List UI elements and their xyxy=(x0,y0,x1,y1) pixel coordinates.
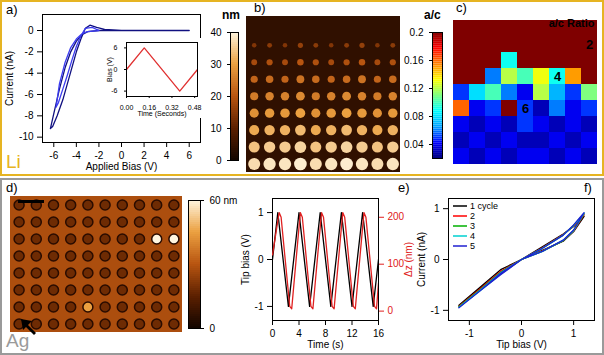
svg-text:0.16: 0.16 xyxy=(142,104,156,112)
svg-text:6: 6 xyxy=(114,44,118,51)
svg-text:-10: -10 xyxy=(19,131,34,142)
html-text:nm: nm xyxy=(222,8,240,22)
svg-text:8: 8 xyxy=(323,328,329,339)
html-text:f): f) xyxy=(584,180,592,195)
svg-text:0.16: 0.16 xyxy=(404,55,424,66)
html-text:1 cycle: 1 cycle xyxy=(470,201,498,211)
svg-text:Δz (nm): Δz (nm) xyxy=(403,242,414,277)
svg-text:Time (Seconds): Time (Seconds) xyxy=(137,110,186,118)
svg-text:100: 100 xyxy=(387,258,405,270)
svg-text:6: 6 xyxy=(186,150,192,161)
svg-text:a/c Ratio: a/c Ratio xyxy=(549,17,595,29)
svg-text:1: 1 xyxy=(258,207,264,218)
svg-text:-4: -4 xyxy=(25,67,34,78)
svg-text:0: 0 xyxy=(434,254,440,265)
svg-text:-1: -1 xyxy=(431,305,440,316)
svg-text:0.32: 0.32 xyxy=(165,104,179,112)
svg-text:20: 20 xyxy=(210,91,222,102)
svg-text:2: 2 xyxy=(141,150,147,161)
svg-text:Current (nA): Current (nA) xyxy=(4,51,15,106)
html-text:4: 4 xyxy=(470,231,475,241)
svg-text:Time (s): Time (s) xyxy=(307,339,343,350)
svg-text:Tip bias (V): Tip bias (V) xyxy=(496,339,547,350)
svg-text:0: 0 xyxy=(119,150,125,161)
svg-text:-6: -6 xyxy=(111,87,117,94)
svg-text:-1: -1 xyxy=(465,328,474,339)
svg-text:-6: -6 xyxy=(49,150,58,161)
html-text:3: 3 xyxy=(470,221,475,231)
svg-text:30: 30 xyxy=(210,59,222,70)
svg-text:4: 4 xyxy=(164,150,170,161)
svg-text:0: 0 xyxy=(388,305,394,316)
svg-text:-2: -2 xyxy=(25,46,34,57)
html-text:a): a) xyxy=(6,2,18,17)
svg-text:1: 1 xyxy=(434,203,440,214)
svg-text:0.00: 0.00 xyxy=(120,104,134,111)
svg-text:12: 12 xyxy=(346,328,358,339)
svg-text:0: 0 xyxy=(258,254,264,265)
svg-text:Applied Bias (V): Applied Bias (V) xyxy=(86,161,158,172)
html-text:b): b) xyxy=(254,0,266,15)
svg-text:16: 16 xyxy=(373,328,385,339)
html-text:d): d) xyxy=(6,180,18,195)
html-text:e): e) xyxy=(398,180,410,195)
svg-text:40: 40 xyxy=(210,27,222,38)
html-text:c): c) xyxy=(456,0,467,15)
svg-text:0.04: 0.04 xyxy=(404,139,424,150)
svg-text:4: 4 xyxy=(554,69,562,84)
html-text:a/c: a/c xyxy=(424,8,441,22)
svg-text:0: 0 xyxy=(519,328,525,339)
svg-text:0: 0 xyxy=(210,323,216,334)
svg-text:1: 1 xyxy=(571,328,577,339)
svg-text:0: 0 xyxy=(216,155,222,166)
svg-text:0.48: 0.48 xyxy=(188,104,202,111)
svg-text:-2: -2 xyxy=(94,150,103,161)
html-text:Ag: Ag xyxy=(6,330,30,351)
svg-text:4: 4 xyxy=(296,328,302,339)
svg-text:Tip bias (V): Tip bias (V) xyxy=(240,234,251,285)
svg-text:0.12: 0.12 xyxy=(404,83,424,94)
svg-text:0: 0 xyxy=(270,328,276,339)
svg-text:2: 2 xyxy=(586,37,593,52)
svg-text:-8: -8 xyxy=(25,110,34,121)
svg-text:-4: -4 xyxy=(72,150,81,161)
html-text:5: 5 xyxy=(470,241,475,251)
svg-text:-6: -6 xyxy=(25,89,34,100)
svg-text:Current (nA): Current (nA) xyxy=(416,232,427,287)
svg-text:0.08: 0.08 xyxy=(404,111,424,122)
svg-text:-1: -1 xyxy=(255,301,264,312)
svg-text:0: 0 xyxy=(28,25,34,36)
svg-text:0: 0 xyxy=(114,66,118,73)
svg-text:6: 6 xyxy=(522,101,529,116)
svg-text:Bias (V): Bias (V) xyxy=(106,57,114,82)
svg-text:200: 200 xyxy=(388,211,405,222)
html-text:Li: Li xyxy=(6,151,21,172)
svg-text:0.2: 0.2 xyxy=(410,27,424,38)
svg-text:60 nm: 60 nm xyxy=(210,195,238,206)
html-text:2: 2 xyxy=(470,211,475,221)
svg-text:10: 10 xyxy=(210,123,222,134)
